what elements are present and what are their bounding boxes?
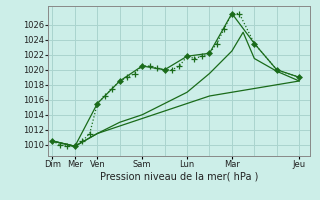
X-axis label: Pression niveau de la mer( hPa ): Pression niveau de la mer( hPa )	[100, 172, 258, 182]
